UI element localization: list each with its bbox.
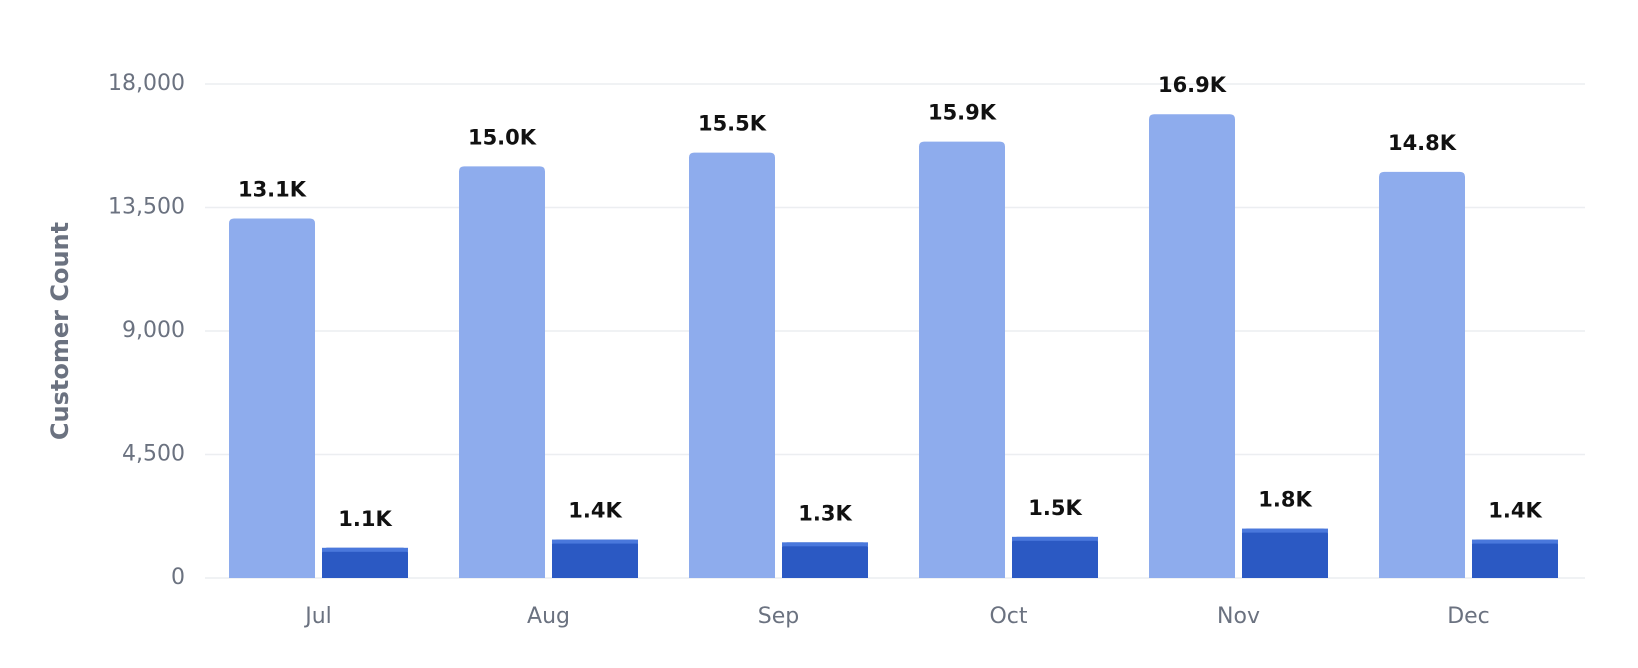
data-label: 1.8K (1258, 488, 1312, 512)
bar (1379, 171, 1465, 579)
bar (552, 539, 638, 578)
data-label: 1.4K (1488, 499, 1542, 523)
x-tick-label: Aug (527, 604, 570, 629)
data-label: 1.4K (568, 499, 622, 523)
data-label: 13.1K (238, 177, 307, 201)
data-label: 1.5K (1028, 496, 1082, 520)
y-tick-label: 9,000 (122, 318, 185, 343)
bar-cap (1012, 536, 1098, 541)
y-tick-label: 0 (171, 565, 185, 590)
bar (689, 152, 775, 578)
data-label: 16.9K (1158, 73, 1227, 97)
bar (322, 547, 408, 578)
bar (1472, 539, 1558, 578)
data-label: 15.9K (928, 101, 997, 125)
bar (1242, 528, 1328, 578)
bar (1149, 114, 1235, 578)
y-tick-label: 13,500 (108, 195, 185, 220)
data-label: 15.0K (468, 125, 537, 149)
bar-cap (782, 542, 868, 547)
bar (1012, 536, 1098, 578)
x-tick-label: Sep (758, 604, 799, 629)
y-axis-label: Customer Count (46, 222, 74, 440)
data-label: 1.1K (338, 507, 392, 531)
y-tick-label: 18,000 (108, 71, 185, 96)
bar (459, 166, 545, 579)
x-tick-label: Nov (1217, 604, 1260, 629)
bar-cap (322, 547, 408, 552)
x-tick-label: Dec (1447, 604, 1490, 629)
bar (919, 141, 1005, 578)
bar (229, 218, 315, 578)
bar (782, 542, 868, 578)
bar-cap (1472, 539, 1558, 544)
data-label: 15.5K (698, 112, 767, 136)
bar-cap (1242, 528, 1328, 533)
data-label: 1.3K (798, 501, 852, 525)
x-tick-label: Jul (303, 604, 332, 629)
x-tick-label: Oct (989, 604, 1027, 629)
data-label: 14.8K (1388, 131, 1457, 155)
bar-cap (552, 539, 638, 544)
y-tick-label: 4,500 (122, 442, 185, 467)
